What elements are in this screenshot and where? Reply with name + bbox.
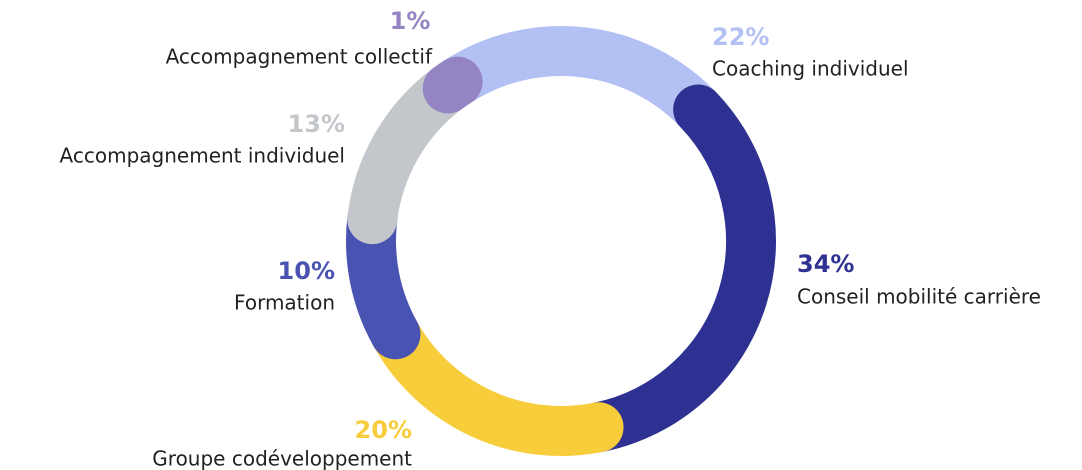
value-label: 20% <box>355 416 412 444</box>
donut-segment <box>573 84 776 453</box>
donut-segment <box>370 309 624 456</box>
value-label: 13% <box>288 110 345 138</box>
category-label: Accompagnement individuel <box>60 144 345 168</box>
value-label: 1% <box>390 7 431 35</box>
value-label: 22% <box>712 23 769 51</box>
category-label: Formation <box>234 291 335 315</box>
category-label: Groupe codéveloppement <box>152 447 412 470</box>
category-label: Coaching individuel <box>712 57 909 81</box>
category-label: Accompagnement collectif <box>166 45 433 69</box>
donut-segment <box>422 56 483 114</box>
category-label: Conseil mobilité carrière <box>797 285 1041 309</box>
value-label: 10% <box>278 257 335 285</box>
donut-segment <box>432 26 724 135</box>
value-label: 34% <box>797 250 854 278</box>
